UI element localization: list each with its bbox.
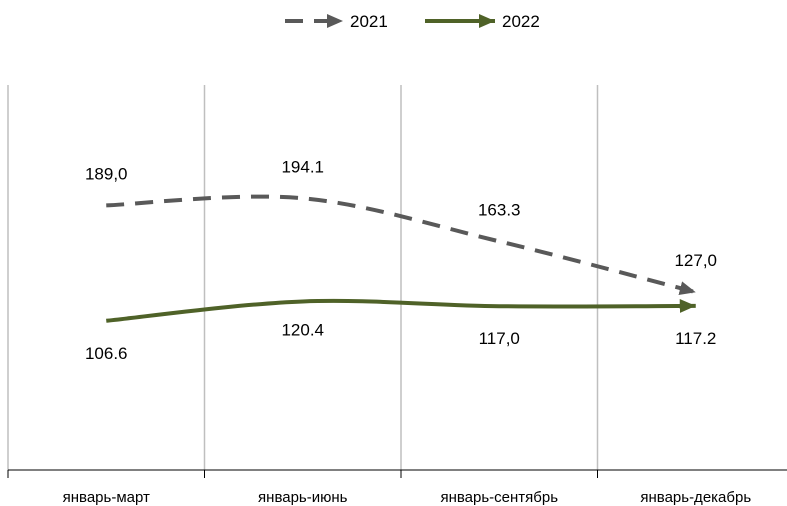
- legend: 2021 2022: [285, 12, 540, 31]
- data-label: 117.2: [675, 329, 716, 348]
- data-labels: 189,0 194.1 163.3 127,0 106.6 120.4 117,0 117.2: [85, 157, 717, 363]
- legend-label: 2022: [502, 12, 540, 31]
- data-label: 117,0: [479, 329, 520, 348]
- data-label: 194.1: [281, 157, 324, 176]
- x-tick-label: январь-декабрь: [640, 489, 751, 506]
- series-group: [106, 194, 697, 323]
- data-label: 106.6: [85, 344, 128, 363]
- x-tick-label: январь-июнь: [258, 489, 348, 506]
- x-axis: январь-март январь-июнь январь-сентябрь янв…: [7, 469, 787, 506]
- data-label: 127,0: [674, 251, 717, 270]
- x-tick-label: январь-сентябрь: [440, 489, 558, 506]
- series-line-2021: [106, 194, 697, 295]
- grid: [7, 85, 599, 470]
- series-line-2022: [106, 298, 696, 323]
- legend-label: 2021: [350, 12, 388, 31]
- data-label: 120.4: [281, 320, 324, 339]
- legend-item-2021: 2021: [285, 12, 388, 31]
- data-label: 163.3: [478, 200, 521, 219]
- x-tick-label: январь-март: [63, 489, 150, 506]
- data-label: 189,0: [85, 164, 128, 183]
- legend-item-2022: 2022: [425, 12, 540, 31]
